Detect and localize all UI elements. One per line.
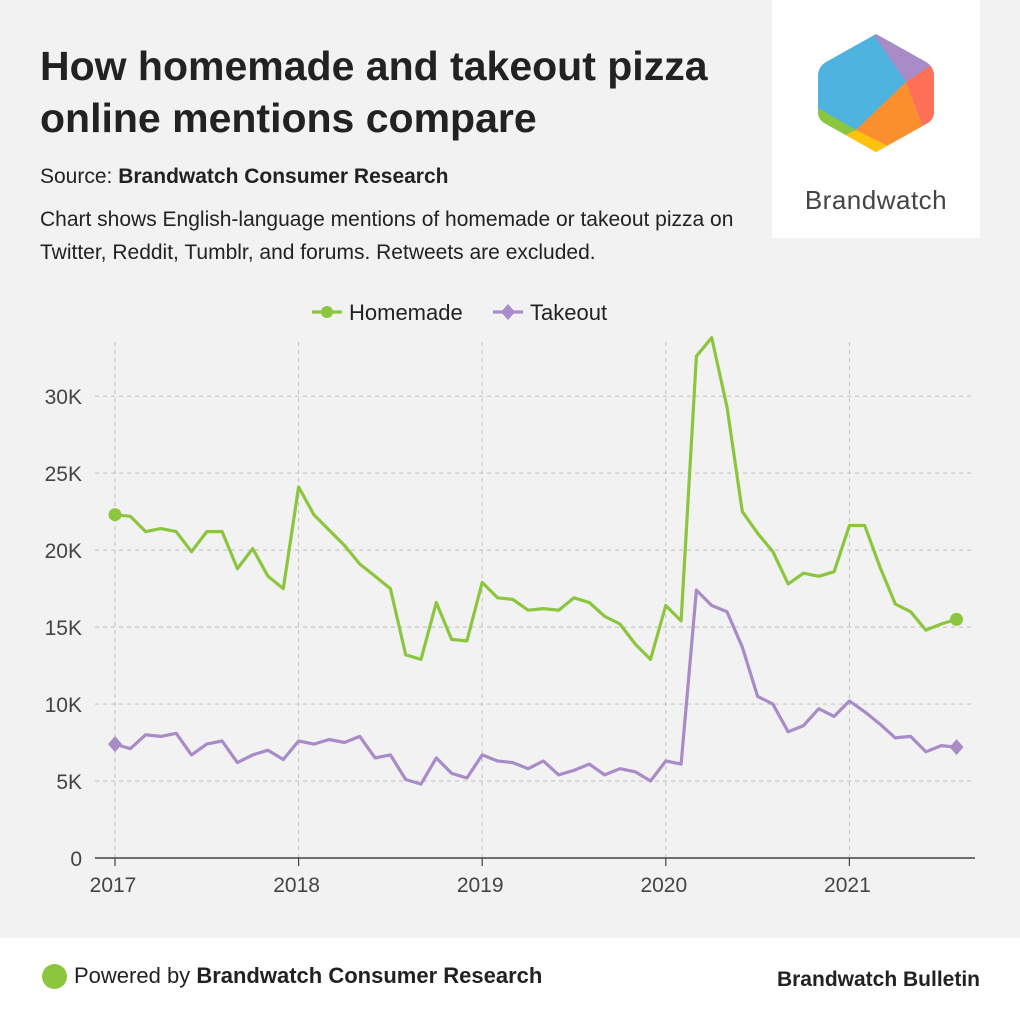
legend-marker-takeout	[501, 304, 515, 320]
x-tick-label: 2020	[640, 874, 687, 897]
series-line-homemade	[114, 336, 957, 661]
legend-label-takeout: Takeout	[530, 300, 607, 325]
source-line: Source: Brandwatch Consumer Research	[40, 165, 449, 189]
footer: Powered by Brandwatch Consumer Research …	[0, 938, 1020, 1020]
y-tick-label: 5K	[56, 771, 82, 794]
series-marker-takeout	[949, 739, 964, 756]
x-tick-label: 2019	[457, 874, 504, 897]
series-marker-takeout	[108, 736, 122, 753]
brandwatch-logo: Brandwatch	[772, 0, 980, 238]
y-tick-label: 25K	[45, 463, 82, 486]
bulletin-label: Brandwatch Bulletin	[776, 968, 980, 991]
legend-marker-homemade	[321, 306, 333, 318]
y-tick-label: 15K	[45, 617, 82, 640]
powered-by-label: Powered by	[74, 963, 191, 988]
brandwatch-hexagon-icon	[818, 34, 934, 152]
y-tick-label: 10K	[45, 694, 82, 717]
source-name: Brandwatch Consumer Research	[118, 165, 449, 188]
y-tick-label: 20K	[45, 540, 82, 563]
brandwatch-logo-text: Brandwatch	[804, 185, 948, 215]
source-label: Source:	[40, 165, 113, 188]
y-tick-label: 30K	[45, 386, 82, 409]
x-tick-label: 2017	[90, 874, 137, 897]
powered-by: Powered by Brandwatch Consumer Research	[74, 963, 542, 989]
chart-description: Chart shows English-language mentions of…	[40, 208, 734, 264]
series-line-takeout	[114, 588, 957, 786]
legend-label-homemade: Homemade	[349, 300, 463, 325]
green-dot-icon	[42, 964, 67, 989]
series-marker-homemade	[950, 612, 963, 626]
powered-by-name: Brandwatch Consumer Research	[196, 963, 543, 988]
x-tick-label: 2021	[824, 874, 871, 897]
series-marker-homemade	[108, 508, 122, 522]
chart-title: How homemade and takeout pizza online me…	[40, 43, 708, 141]
line-chart: 0 5K 10K 15K 20K 25K 30K 2017 2018 2019 2020 2021 Ho…	[45, 300, 975, 897]
y-tick-label: 0	[70, 848, 82, 871]
x-tick-label: 2018	[273, 874, 320, 897]
